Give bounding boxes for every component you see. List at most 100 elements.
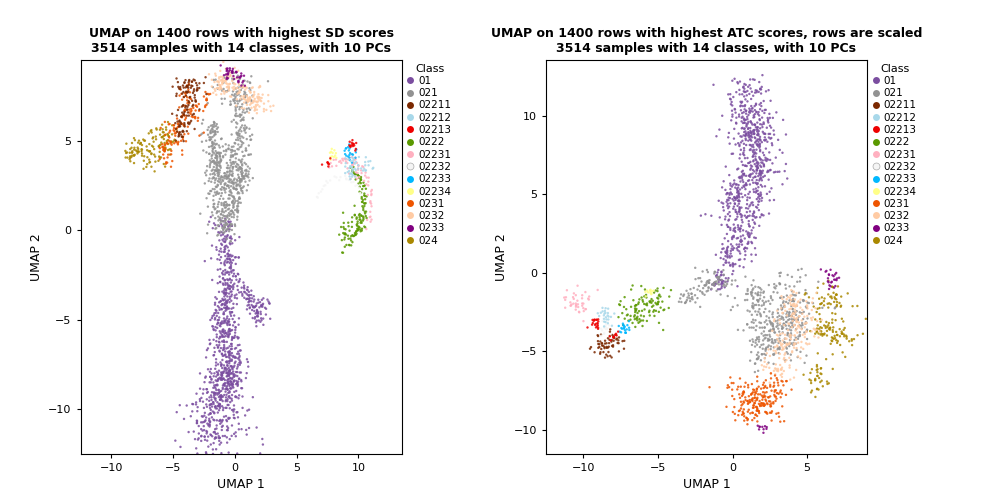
Point xyxy=(603,330,619,338)
Point xyxy=(340,159,356,167)
Point xyxy=(357,192,373,200)
Point xyxy=(750,291,766,299)
Point xyxy=(761,130,777,138)
Point xyxy=(721,196,737,204)
Point xyxy=(223,237,239,245)
Point xyxy=(225,380,241,388)
Point xyxy=(596,311,612,320)
Point xyxy=(218,301,234,309)
Point xyxy=(740,190,756,198)
Point xyxy=(355,182,371,190)
Point xyxy=(211,81,227,89)
Point xyxy=(206,200,222,208)
Point xyxy=(357,200,373,208)
Point xyxy=(208,433,224,442)
Point xyxy=(600,316,616,324)
Point xyxy=(245,92,261,100)
Point xyxy=(731,208,747,216)
Point xyxy=(144,142,160,150)
Point xyxy=(205,147,221,155)
Point xyxy=(633,317,649,325)
Point xyxy=(219,369,235,377)
Point xyxy=(180,79,197,87)
Point xyxy=(725,408,741,416)
Point xyxy=(226,266,242,274)
Point xyxy=(190,81,206,89)
Point xyxy=(127,151,143,159)
Point xyxy=(236,94,252,102)
Point xyxy=(220,70,236,78)
Y-axis label: UMAP 2: UMAP 2 xyxy=(29,233,42,281)
Point xyxy=(174,111,191,119)
Point xyxy=(215,295,231,303)
Point xyxy=(233,158,249,166)
Point xyxy=(739,121,755,130)
Point xyxy=(220,304,236,312)
Point xyxy=(788,317,804,325)
Point xyxy=(756,161,772,169)
Point xyxy=(222,356,238,364)
Point xyxy=(214,372,230,380)
Point xyxy=(220,372,236,380)
Point xyxy=(746,120,762,129)
Point xyxy=(222,259,238,267)
Point xyxy=(157,144,173,152)
Point xyxy=(185,104,202,112)
Point xyxy=(656,305,672,313)
Point xyxy=(683,294,700,302)
Point xyxy=(221,209,237,217)
Point xyxy=(233,377,249,386)
Point xyxy=(350,169,366,177)
Point xyxy=(212,214,228,222)
Point xyxy=(745,199,761,207)
Point xyxy=(769,168,785,176)
Point xyxy=(715,280,731,288)
Point xyxy=(850,302,866,310)
Point xyxy=(223,175,239,183)
Point xyxy=(590,331,606,339)
Point xyxy=(213,178,229,186)
Point xyxy=(323,159,339,167)
Point xyxy=(754,399,770,407)
Point xyxy=(710,273,726,281)
Point xyxy=(219,242,235,250)
Point xyxy=(778,131,794,139)
Point xyxy=(212,158,228,166)
Point xyxy=(809,349,826,357)
Point xyxy=(622,316,638,324)
Point xyxy=(809,317,826,325)
Point xyxy=(217,223,233,231)
Point xyxy=(233,384,249,392)
Point xyxy=(177,102,194,110)
Point xyxy=(221,80,237,88)
Point xyxy=(208,376,224,385)
Point xyxy=(790,333,806,341)
Point xyxy=(711,273,727,281)
Point xyxy=(170,120,186,128)
Point xyxy=(223,327,239,335)
Point xyxy=(587,348,603,356)
Point xyxy=(793,325,809,333)
Point xyxy=(206,143,222,151)
Point xyxy=(718,163,734,171)
Point xyxy=(329,173,345,181)
Point xyxy=(734,90,750,98)
Point xyxy=(219,170,235,178)
Point xyxy=(755,289,771,297)
Point xyxy=(358,185,374,193)
Point xyxy=(756,328,772,336)
Point xyxy=(766,280,782,288)
Point xyxy=(350,225,366,233)
Point xyxy=(752,155,768,163)
Point xyxy=(212,195,228,203)
Point xyxy=(230,207,246,215)
Point xyxy=(227,140,243,148)
Point xyxy=(242,297,258,305)
Point xyxy=(215,143,231,151)
Point xyxy=(727,105,743,113)
Point xyxy=(631,315,647,323)
Point xyxy=(615,321,631,329)
Point xyxy=(213,253,229,261)
Point xyxy=(736,128,752,136)
Point xyxy=(773,387,789,395)
